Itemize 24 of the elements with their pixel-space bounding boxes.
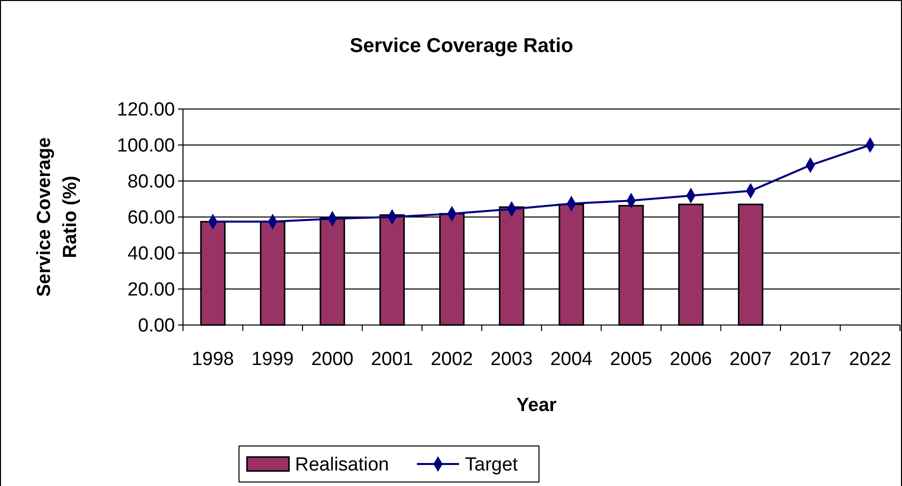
x-tick-label: 2000 [311,349,354,370]
x-tick-label: 2002 [430,349,474,370]
x-tick-label: 2001 [370,349,414,370]
x-tick-label: 2022 [848,349,892,370]
x-tick-label: 2017 [789,349,832,370]
x-tick-label: 2004 [550,349,593,370]
y-tick-label: 40.00 [127,244,175,265]
x-axis-title: Year [516,395,558,416]
chart-title: Service Coverage Ratio [350,35,574,57]
x-tick-label: 2007 [729,349,772,370]
x-tick-label: 2003 [490,349,533,370]
y-tick-label: 120.00 [116,100,175,121]
y-tick-label: 80.00 [127,172,175,193]
legend-label: Realisation [295,454,389,476]
y-tick-label: 100.00 [116,136,175,157]
x-tick-label: 1998 [192,349,234,370]
y-axis-title: Service Coverage Ratio (%) [34,137,81,297]
x-tick-label: 2006 [670,349,712,370]
y-tick-label: 20.00 [127,280,175,301]
y-tick-label: 60.00 [127,208,175,229]
x-tick-label: 1999 [251,349,294,370]
legend-label: Target [465,454,519,476]
y-tick-label: 0.00 [138,316,175,337]
x-tick-label: 2005 [610,349,652,370]
